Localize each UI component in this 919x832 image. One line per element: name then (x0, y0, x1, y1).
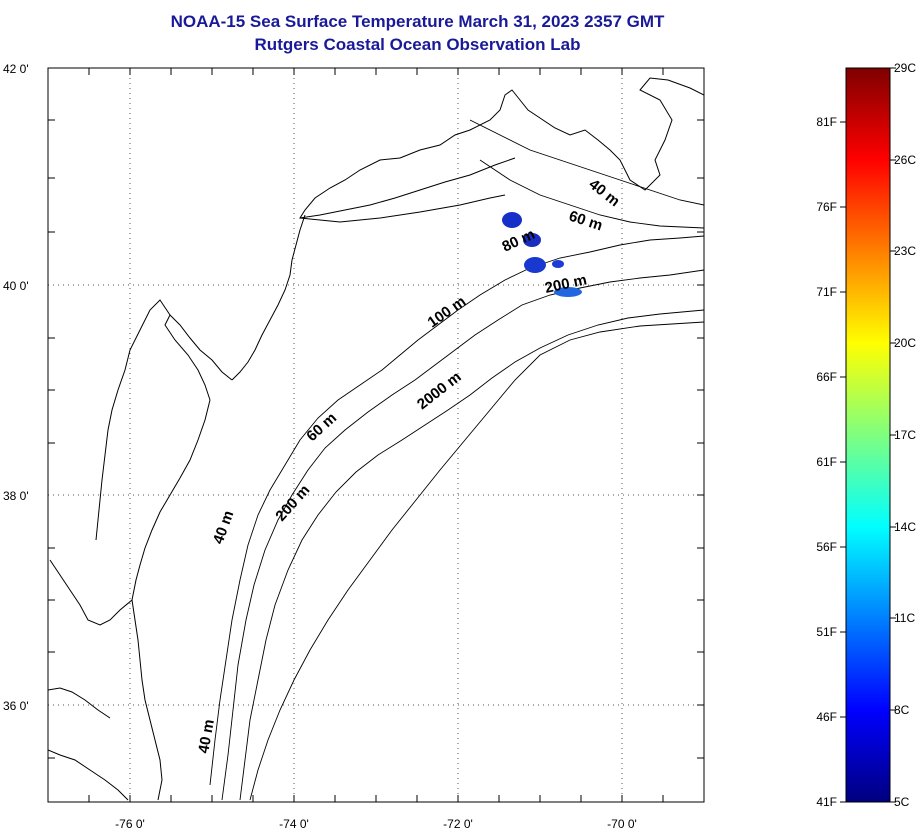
contour-label: 40 m (195, 718, 218, 755)
colorbar-f-label: 56F (816, 540, 837, 554)
sst-patch (524, 257, 546, 273)
map-title: NOAA-15 Sea Surface Temperature March 31… (170, 12, 665, 31)
colorbar-f-label: 61F (816, 455, 837, 469)
map-subtitle: Rutgers Coastal Ocean Observation Lab (254, 35, 581, 54)
lon-label: -70 0' (607, 817, 637, 831)
colorbar-c-label: 20C (894, 336, 916, 350)
lat-label: 42 0' (3, 62, 29, 76)
colorbar-f-label: 76F (816, 200, 837, 214)
colorbar-c-label: 17C (894, 428, 916, 442)
colorbar-f-label: 46F (816, 710, 837, 724)
colorbar-f-label: 41F (816, 795, 837, 809)
latitude-labels: 42 0' 40 0' 38 0' 36 0' (3, 62, 29, 713)
map-area (48, 68, 704, 802)
colorbar-c-label: 11C (894, 611, 915, 625)
longitude-labels: -76 0' -74 0' -72 0' -70 0' (115, 817, 637, 831)
coastline (48, 77, 704, 801)
sst-patch (502, 212, 522, 228)
colorbar-c-label: 5C (894, 795, 910, 809)
colorbar-f-label: 71F (816, 285, 837, 299)
sst-patches (502, 212, 582, 297)
colorbar: 29C 26C 23C 20C 17C 14C 11C 8C 5C 81F 76… (816, 61, 916, 809)
sst-patch (554, 287, 582, 297)
colorbar-c-label: 26C (894, 153, 916, 167)
colorbar-c-label: 29C (894, 61, 916, 75)
colorbar-c-label: 14C (894, 520, 916, 534)
lon-label: -72 0' (443, 817, 473, 831)
lon-label: -74 0' (279, 817, 309, 831)
lat-label: 36 0' (3, 699, 29, 713)
lat-label: 38 0' (3, 489, 29, 503)
sst-patch (552, 260, 564, 268)
colorbar-f-label: 81F (816, 115, 837, 129)
colorbar-f-label: 51F (816, 625, 837, 639)
lon-label: -76 0' (115, 817, 145, 831)
sst-patch (523, 233, 541, 247)
colorbar-c-label: 23C (894, 244, 916, 258)
lat-label: 40 0' (3, 279, 29, 293)
colorbar-f-label: 66F (816, 370, 837, 384)
colorbar-scale (845, 67, 891, 803)
frame-ticks (48, 68, 704, 802)
colorbar-c-label: 8C (894, 703, 910, 717)
